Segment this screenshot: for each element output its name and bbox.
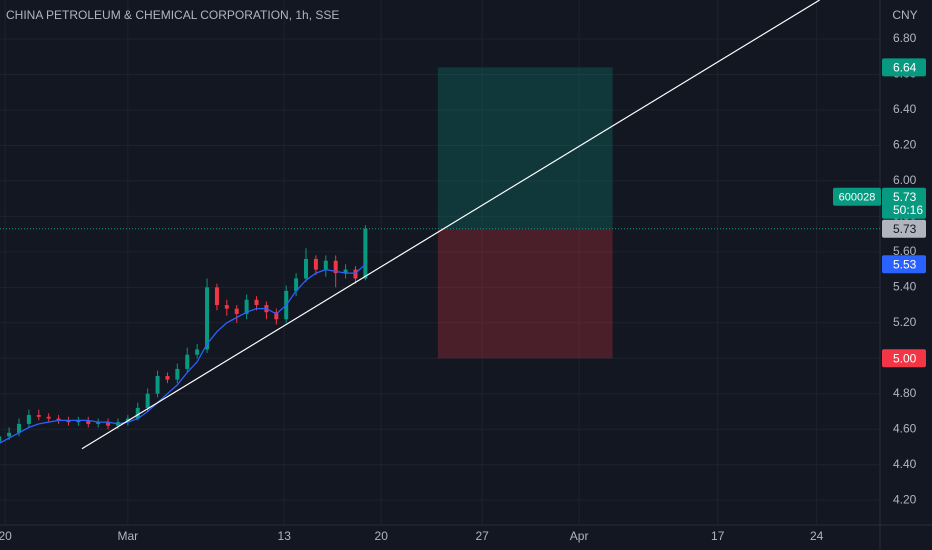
- candle-body: [106, 422, 111, 426]
- symbol-label: 600028: [839, 192, 876, 204]
- y-tick-label: 4.20: [893, 492, 917, 506]
- candle-body: [56, 418, 61, 421]
- x-tick-label: 24: [810, 529, 824, 543]
- y-tick-label: 5.60: [893, 244, 917, 258]
- price-badge: [882, 219, 926, 238]
- chart-title: CHINA PETROLEUM & CHEMICAL CORPORATION, …: [6, 8, 339, 22]
- candle-body: [205, 287, 210, 350]
- candle-body: [244, 299, 249, 314]
- x-tick-label: 17: [711, 529, 725, 543]
- candle-body: [17, 423, 22, 433]
- currency: CNY: [892, 8, 917, 22]
- symbol-badge: [833, 187, 881, 206]
- loss-zone: [437, 228, 613, 359]
- y-tick-label: 6.80: [893, 31, 917, 45]
- candle-body: [274, 312, 279, 320]
- candle-body: [36, 415, 41, 417]
- x-tick-label: 20: [0, 529, 12, 543]
- trend-line: [81, 0, 820, 450]
- y-tick-label: 6.00: [893, 173, 917, 187]
- y-tick-label: 6.20: [893, 138, 917, 152]
- candle-body: [363, 228, 368, 279]
- price-badge-label: 6.64: [893, 61, 917, 75]
- price-badge: [882, 58, 926, 77]
- candle-body: [323, 260, 328, 270]
- grid: [0, 0, 880, 525]
- y-tick-label: 4.40: [893, 457, 917, 471]
- moving-average: [0, 263, 366, 444]
- candle-body: [46, 416, 51, 419]
- candle-body: [353, 269, 358, 279]
- candle-body: [155, 376, 160, 394]
- price-badge: [882, 187, 926, 219]
- candle-body: [0, 436, 2, 442]
- candle-body: [175, 368, 180, 380]
- candle-body: [86, 420, 91, 424]
- price-badge-label: 5.73: [893, 190, 917, 204]
- x-tick-label: 27: [475, 529, 489, 543]
- candle-body: [165, 376, 170, 380]
- candle-body: [304, 258, 309, 279]
- y-tick-label: 4.60: [893, 421, 917, 435]
- price-badge-label: 5.53: [893, 257, 917, 271]
- candle-body: [135, 407, 140, 419]
- candle-body: [26, 415, 31, 424]
- candle-body: [214, 287, 219, 306]
- y-tick-label: 5.20: [893, 315, 917, 329]
- candle-body: [313, 258, 318, 270]
- y-tick-label: 5.40: [893, 280, 917, 294]
- axes: 4.204.404.604.805.005.205.405.605.806.00…: [0, 31, 926, 543]
- candle-body: [96, 422, 101, 424]
- x-tick-label: 20: [375, 529, 389, 543]
- plot: [0, 0, 880, 450]
- price-badge: [882, 255, 926, 274]
- candle-body: [66, 420, 71, 423]
- candle-body: [234, 308, 239, 314]
- candle-body: [343, 269, 348, 274]
- price-badge: [882, 349, 926, 368]
- x-tick-label: Mar: [118, 529, 139, 543]
- candle-body: [185, 354, 190, 369]
- candle-body: [224, 305, 229, 309]
- countdown: 50:16: [893, 203, 923, 217]
- y-tick-label: 6.40: [893, 102, 917, 116]
- price-badge-label: 5.00: [893, 351, 917, 365]
- x-tick-label: Apr: [570, 529, 589, 543]
- candle-body: [7, 432, 12, 437]
- candle-body: [145, 393, 150, 408]
- y-tick-label: 4.80: [893, 386, 917, 400]
- candle-body: [333, 260, 338, 274]
- x-tick-label: 13: [278, 529, 292, 543]
- profit-zone: [437, 67, 613, 229]
- price-badge-label: 5.73: [893, 222, 917, 236]
- candle-body: [76, 420, 81, 423]
- candle-body: [294, 278, 299, 291]
- candle-body: [195, 349, 200, 355]
- candle-body: [254, 299, 259, 306]
